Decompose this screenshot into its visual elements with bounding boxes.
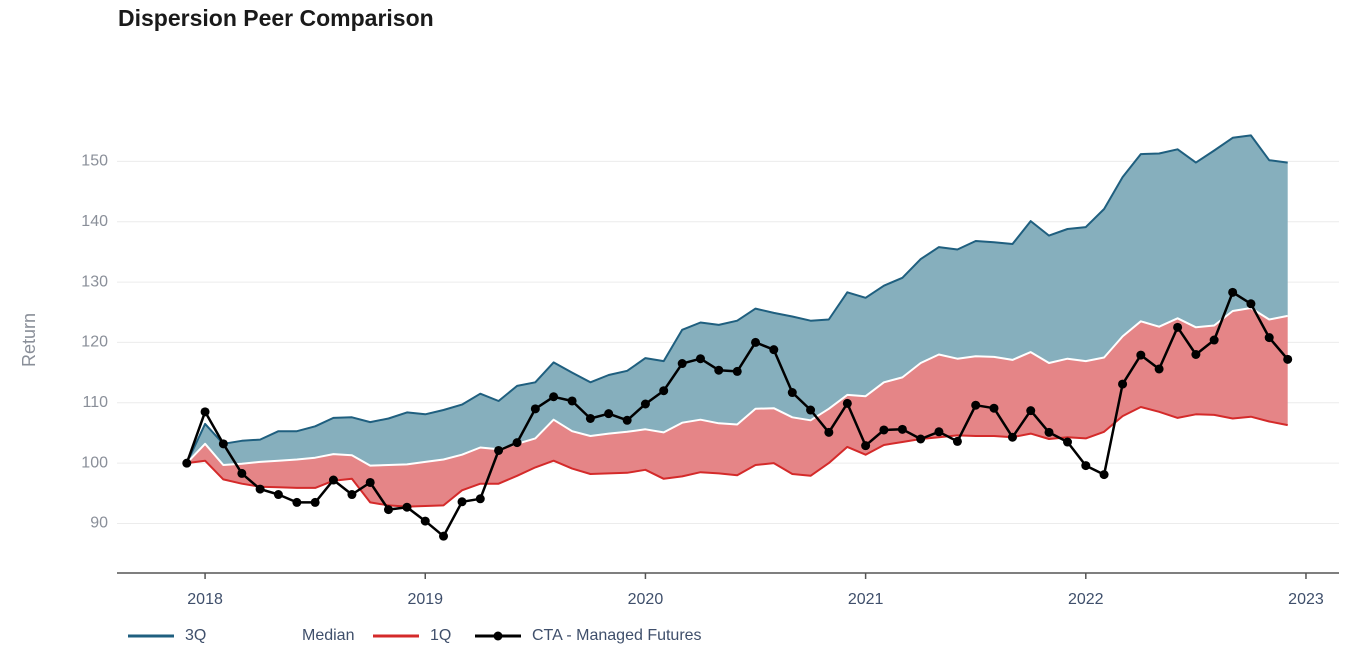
data-point [1246, 299, 1256, 309]
band-fill [186, 135, 1288, 466]
data-point [237, 468, 247, 478]
data-point [879, 425, 889, 435]
data-point [952, 436, 962, 446]
data-point [1007, 432, 1017, 442]
data-point [989, 403, 999, 413]
legend-label: Median [302, 627, 354, 644]
data-point [383, 505, 393, 515]
y-tick-label: 130 [81, 273, 108, 290]
data-point [787, 388, 797, 398]
data-point [732, 366, 742, 376]
data-point [1264, 333, 1274, 343]
data-point [1228, 287, 1238, 297]
y-tick-label: 120 [81, 334, 108, 351]
data-point [530, 404, 540, 414]
data-point [402, 502, 412, 512]
x-tick-label: 2023 [1288, 591, 1324, 608]
data-point [640, 399, 650, 409]
data-point [512, 438, 522, 448]
data-point [255, 484, 265, 494]
data-point [1136, 350, 1146, 360]
data-point [1154, 364, 1164, 374]
data-point [769, 345, 779, 355]
data-point [200, 407, 210, 417]
legend-label: CTA - Managed Futures [532, 627, 702, 644]
data-point [1191, 350, 1201, 360]
band-fill [186, 308, 1288, 507]
data-point [585, 413, 595, 423]
x-tick-label: 2020 [628, 591, 664, 608]
data-point [806, 405, 816, 415]
data-point [347, 490, 357, 500]
data-point [1209, 335, 1219, 345]
data-point [604, 409, 614, 419]
data-point [971, 400, 981, 410]
data-point [824, 427, 834, 437]
data-point [310, 497, 320, 507]
series-line [185, 134, 1288, 464]
y-tick-label: 100 [81, 454, 108, 471]
data-point [861, 441, 871, 451]
y-axis-title: Return [19, 313, 39, 367]
data-point [1063, 437, 1073, 447]
data-point [1099, 470, 1109, 480]
data-point [1044, 427, 1054, 437]
x-tick-label: 2021 [848, 591, 884, 608]
y-tick-label: 150 [81, 153, 108, 170]
series-line [186, 307, 1288, 467]
data-point [273, 490, 283, 500]
data-point [365, 477, 375, 487]
data-point [292, 497, 302, 507]
data-point [659, 386, 669, 396]
data-point [494, 445, 504, 455]
data-point [622, 415, 632, 425]
data-point [934, 427, 944, 437]
data-point [1283, 354, 1293, 364]
x-tick-label: 2019 [407, 591, 443, 608]
series-line [186, 406, 1288, 508]
x-tick-label: 2018 [187, 591, 223, 608]
data-point [842, 398, 852, 408]
data-point [439, 531, 449, 541]
data-point [328, 475, 338, 485]
legend-marker [493, 631, 503, 641]
data-point [475, 494, 485, 504]
legend-label: 1Q [430, 627, 451, 644]
y-tick-label: 90 [90, 515, 108, 532]
data-point [567, 396, 577, 406]
data-point [916, 434, 926, 444]
data-point [1081, 461, 1091, 471]
data-point [457, 497, 467, 507]
data-point [218, 439, 228, 449]
chart-title: Dispersion Peer Comparison [118, 5, 434, 31]
data-point [182, 458, 192, 468]
data-point [897, 424, 907, 434]
data-point [695, 354, 705, 364]
y-tick-label: 140 [81, 213, 108, 230]
data-point [714, 365, 724, 375]
legend-label: 3Q [185, 627, 206, 644]
data-point [1026, 406, 1036, 416]
data-point [1173, 322, 1183, 332]
data-point [549, 392, 559, 402]
data-point [1118, 379, 1128, 389]
y-tick-label: 110 [82, 394, 108, 411]
data-point [751, 337, 761, 347]
data-point [677, 359, 687, 369]
x-tick-label: 2022 [1068, 591, 1104, 608]
data-point [420, 516, 430, 526]
